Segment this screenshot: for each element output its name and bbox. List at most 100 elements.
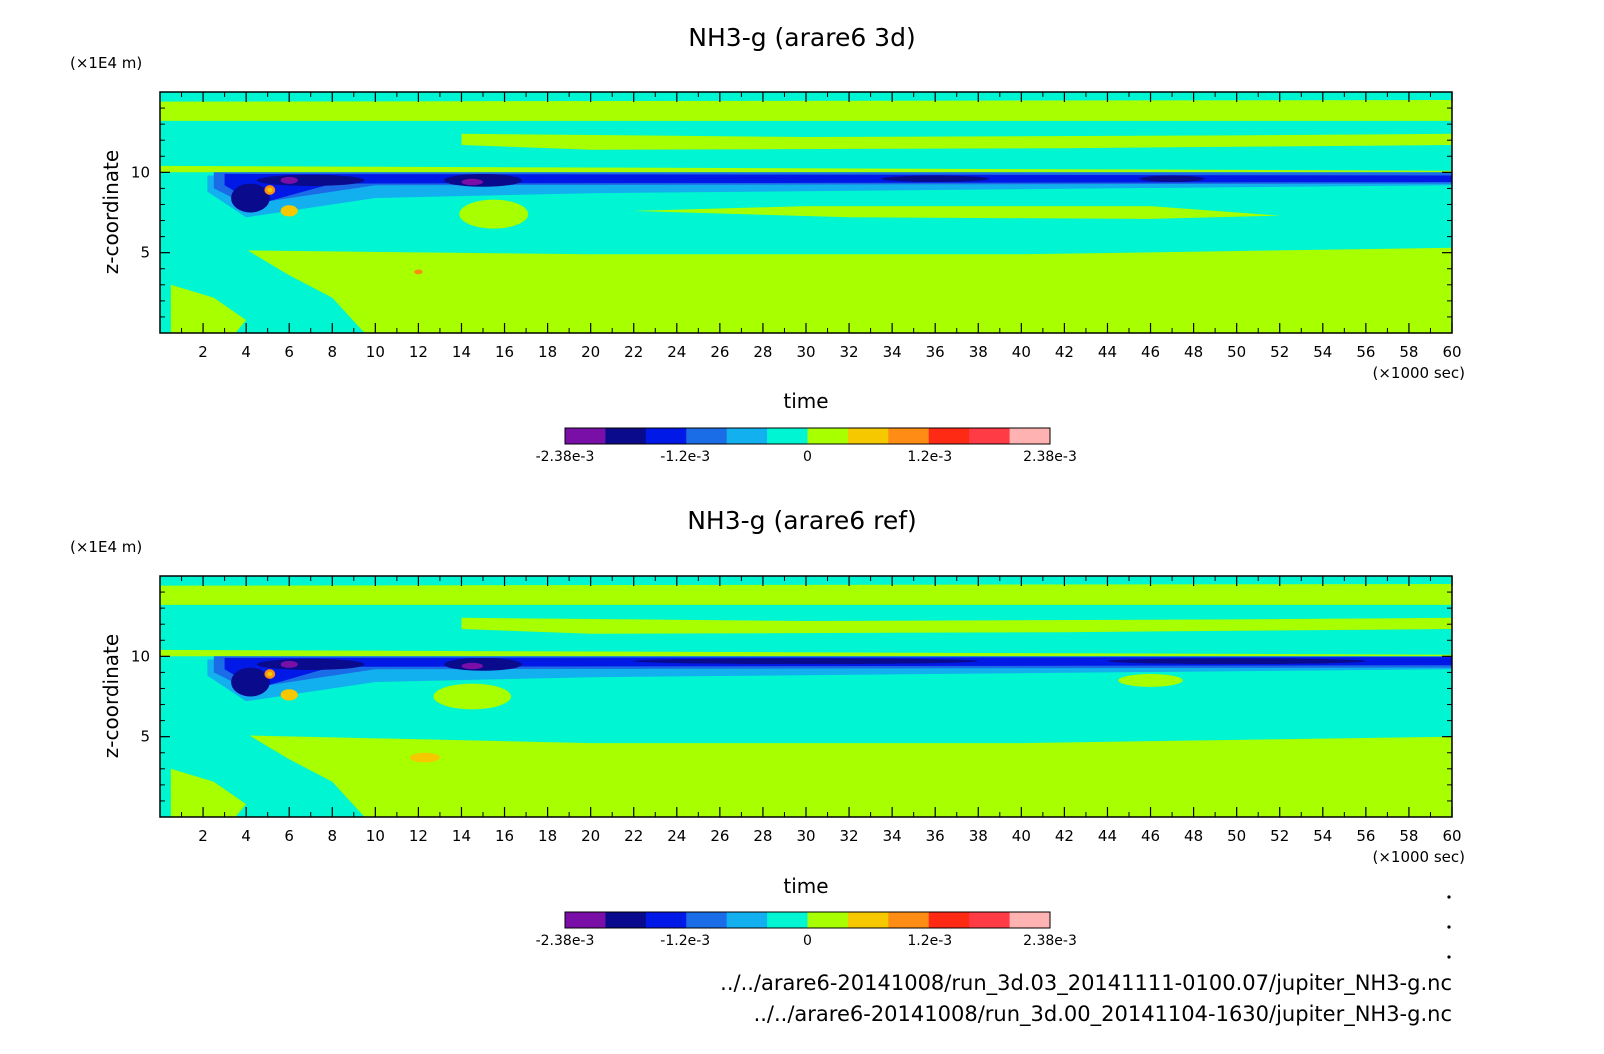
contour-region xyxy=(1139,175,1205,182)
colorbar-swatch xyxy=(726,428,768,444)
contour-region xyxy=(256,174,365,186)
x-tick-label: 16 xyxy=(495,827,514,845)
field-shapes xyxy=(160,92,1452,333)
colorbar-swatch xyxy=(605,428,647,444)
colorbar-tick-label: 2.38e-3 xyxy=(1023,449,1077,465)
x-tick-label: 42 xyxy=(1055,827,1074,845)
x-tick-label: 26 xyxy=(710,827,729,845)
marker-dot xyxy=(1447,925,1451,929)
colorbar-swatch xyxy=(645,912,687,928)
x-tick-label: 40 xyxy=(1012,343,1031,361)
x-tick-label: 4 xyxy=(241,343,251,361)
file-path-ref: ../../arare6-20141008/run_3d.00_20141104… xyxy=(754,1002,1452,1027)
x-tick-label: 22 xyxy=(624,343,643,361)
x-tick-label: 30 xyxy=(796,343,815,361)
x-tick-label: 6 xyxy=(284,827,294,845)
y-tick-label: 10 xyxy=(131,163,150,181)
x-tick-label: 24 xyxy=(667,343,686,361)
colorbar: -2.38e-3 -1.2e-3 0 1.2e-3 2.38e-3 xyxy=(536,911,1077,949)
colorbar-swatch xyxy=(686,912,728,928)
contour-region xyxy=(224,173,1452,205)
x-tick-label: 32 xyxy=(840,343,859,361)
heatmap-field xyxy=(160,92,1452,333)
colorbar-swatch xyxy=(847,428,889,444)
x-tick-label: 60 xyxy=(1442,827,1461,845)
colorbar-swatch xyxy=(565,912,606,928)
x-tick-label: 52 xyxy=(1270,343,1289,361)
x-axis-label: time xyxy=(783,389,828,413)
x-tick-label: 24 xyxy=(667,827,686,845)
colorbar-swatch xyxy=(605,912,647,928)
colorbar-tick-label: -2.38e-3 xyxy=(536,449,595,465)
contour-region xyxy=(207,659,1452,702)
contour-region xyxy=(256,658,365,670)
x-tick-label: 42 xyxy=(1055,343,1074,361)
x-tick-label: 56 xyxy=(1356,343,1375,361)
y-unit-label: (×1E4 m) xyxy=(70,538,142,556)
x-tick-label: 34 xyxy=(883,827,902,845)
contour-region xyxy=(633,658,979,665)
colorbar-swatch xyxy=(807,912,849,928)
colorbar-tick-label: 0 xyxy=(803,449,812,465)
colorbar-tick-label: 2.38e-3 xyxy=(1023,933,1077,949)
panel-ref: NH3-g (arare6 ref) (×1E4 m) 2 4 6 8 10 12 14 16… xyxy=(70,506,1465,949)
x-tick-label: 6 xyxy=(284,343,294,361)
colorbar-swatch xyxy=(928,428,970,444)
panel-3d: NH3-g (arare6 3d) (×1E4 m) 2 4 6 8 10 12 14 16 1… xyxy=(70,23,1465,465)
x-tick-label: 4 xyxy=(241,827,251,845)
y-axis-label: z-coordinate xyxy=(99,150,123,274)
marker-dot xyxy=(1447,955,1451,959)
contour-region xyxy=(881,175,990,182)
x-tick-label: 58 xyxy=(1399,343,1418,361)
x-tick-label: 38 xyxy=(969,827,988,845)
axis-ticks: 2 4 6 8 10 12 14 16 18 20 22 24 26 28 30 32 34 36 38 40 42 44… xyxy=(131,576,1462,845)
x-tick-label: 14 xyxy=(452,343,471,361)
x-tick-label: 28 xyxy=(753,343,772,361)
contour-region xyxy=(461,178,483,186)
x-tick-label: 36 xyxy=(926,827,945,845)
colorbar-tick-label: -1.2e-3 xyxy=(660,933,710,949)
colorbar-swatch xyxy=(969,428,1011,444)
x-tick-label: 54 xyxy=(1313,343,1332,361)
x-tick-label: 54 xyxy=(1313,827,1332,845)
x-tick-label: 14 xyxy=(452,827,471,845)
y-tick-label: 10 xyxy=(131,647,150,665)
y-tick-label: 5 xyxy=(140,728,150,746)
x-tick-label: 18 xyxy=(538,827,557,845)
contour-region xyxy=(267,187,273,193)
contour-region xyxy=(170,768,247,817)
x-tick-label: 8 xyxy=(327,343,337,361)
x-tick-label: 10 xyxy=(366,343,385,361)
x-tick-label: 34 xyxy=(883,343,902,361)
x-tick-label: 16 xyxy=(495,343,514,361)
marker-dot xyxy=(1447,895,1451,899)
colorbar-swatch xyxy=(928,912,970,928)
colorbar-tick-label: 1.2e-3 xyxy=(907,449,952,465)
colorbar-swatch xyxy=(726,912,768,928)
x-unit-label: (×1000 sec) xyxy=(1372,848,1465,866)
contour-region xyxy=(170,284,247,333)
contour-region xyxy=(280,660,298,668)
x-unit-label: (×1000 sec) xyxy=(1372,364,1465,382)
colorbar-swatch xyxy=(767,912,808,928)
axis-ticks: 2 4 6 8 10 12 14 16 18 20 22 24 26 28 30 32 34 36 38 40 42 44… xyxy=(131,92,1462,361)
x-tick-label: 60 xyxy=(1442,343,1461,361)
x-tick-label: 10 xyxy=(366,827,385,845)
x-tick-label: 30 xyxy=(796,827,815,845)
colorbar: -2.38e-3 -1.2e-3 0 1.2e-3 2.38e-3 xyxy=(536,427,1077,465)
chart-title: NH3-g (arare6 3d) xyxy=(688,23,915,52)
x-tick-label: 36 xyxy=(926,343,945,361)
x-tick-label: 50 xyxy=(1227,827,1246,845)
x-tick-label: 18 xyxy=(538,343,557,361)
contour-region xyxy=(409,752,440,763)
contour-region xyxy=(231,667,270,697)
x-tick-label: 8 xyxy=(327,827,337,845)
contour-region xyxy=(267,671,273,677)
x-tick-label: 40 xyxy=(1012,827,1031,845)
x-tick-label: 28 xyxy=(753,827,772,845)
contour-region xyxy=(461,662,483,670)
contour-region xyxy=(461,617,1452,634)
x-tick-label: 48 xyxy=(1184,827,1203,845)
colorbar-swatch xyxy=(767,428,808,444)
